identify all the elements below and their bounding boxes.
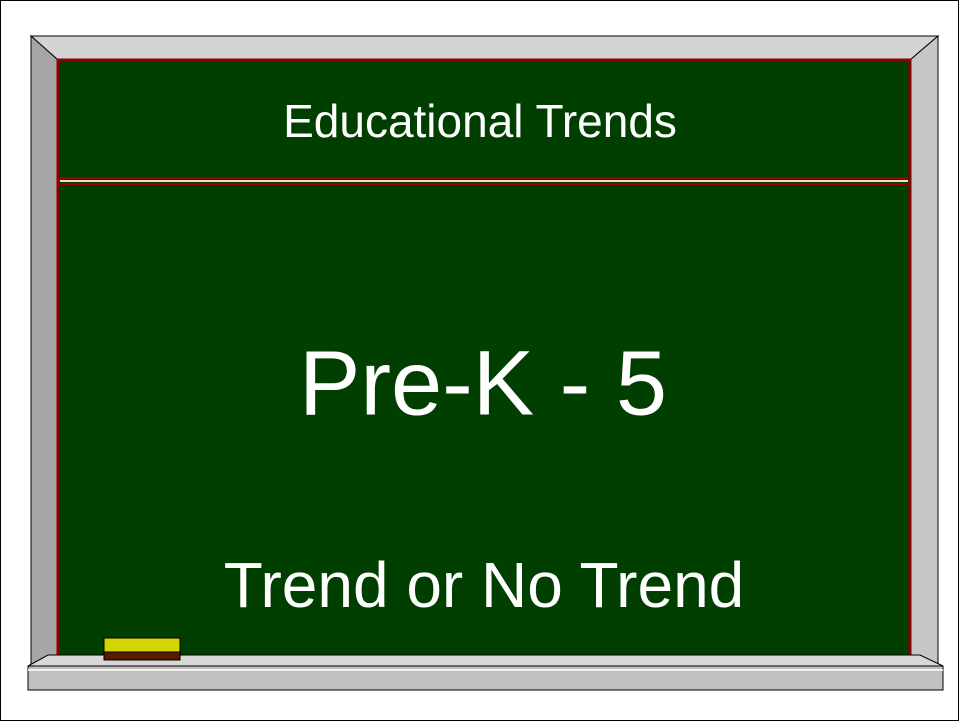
frame-left-bevel — [31, 36, 58, 666]
eraser — [104, 638, 180, 652]
slide: Educational Trends Pre-K - 5 Trend or No… — [0, 0, 959, 721]
frame-right-bevel — [910, 36, 938, 666]
board-heading: Pre-K - 5 — [299, 332, 667, 434]
frame-top-bevel — [31, 36, 938, 60]
board-title: Educational Trends — [283, 95, 677, 147]
eraser-base — [104, 652, 180, 660]
board-subtitle: Trend or No Trend — [224, 549, 745, 621]
